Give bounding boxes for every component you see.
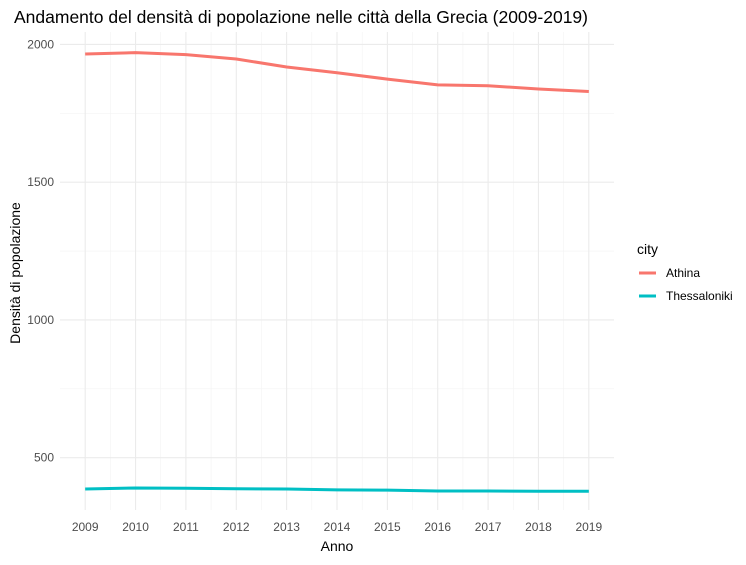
- x-tick-label: 2018: [525, 520, 552, 534]
- x-tick-label: 2016: [424, 520, 451, 534]
- x-tick-label: 2014: [324, 520, 351, 534]
- x-tick-label: 2009: [72, 520, 99, 534]
- axis-ticks: 2009 2010 2011 2012 2013 2014 2015 2016 2017 2018…: [27, 37, 602, 534]
- legend-item: Thessaloniki: [639, 289, 733, 303]
- x-tick-label: 2019: [575, 520, 602, 534]
- legend-label: Athina: [666, 266, 700, 280]
- y-tick-label: 1500: [27, 175, 54, 189]
- series-line-thessaloniki: [85, 486, 589, 493]
- x-axis-title: Anno: [321, 538, 354, 554]
- x-tick-label: 2012: [223, 520, 250, 534]
- chart-title: Andamento del densità di popolazione nel…: [14, 7, 588, 27]
- grid: [60, 32, 614, 510]
- y-tick-label: 500: [34, 451, 54, 465]
- y-axis-title: Densità di popolazione: [7, 202, 23, 344]
- legend-label: Thessaloniki: [666, 289, 733, 303]
- series-line-athina: [85, 51, 589, 94]
- legend-title: city: [637, 241, 658, 257]
- y-tick-label: 2000: [27, 37, 54, 51]
- y-tick-label: 1000: [27, 313, 54, 327]
- legend-items: Athina Thessaloniki: [639, 266, 733, 303]
- series-lines: [85, 51, 589, 493]
- x-tick-label: 2017: [475, 520, 502, 534]
- x-tick-label: 2010: [122, 520, 149, 534]
- legend: city Athina Thessaloniki: [637, 241, 733, 303]
- x-tick-label: 2011: [173, 520, 199, 534]
- x-tick-label: 2013: [273, 520, 300, 534]
- x-tick-label: 2015: [374, 520, 401, 534]
- legend-item: Athina: [639, 266, 700, 280]
